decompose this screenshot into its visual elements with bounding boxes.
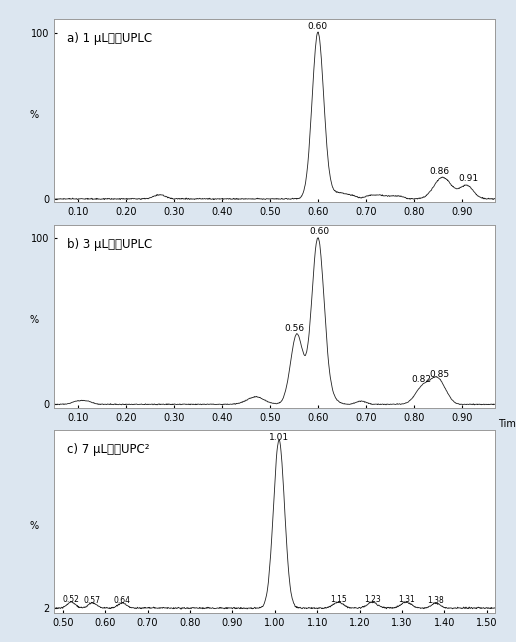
Text: 1.01: 1.01 xyxy=(269,433,289,442)
Text: 1.31: 1.31 xyxy=(398,595,415,604)
Text: 0.60: 0.60 xyxy=(308,22,328,31)
Text: Time: Time xyxy=(497,419,516,429)
Y-axis label: %: % xyxy=(30,315,39,325)
Text: 0.91: 0.91 xyxy=(458,174,478,183)
Text: 0.57: 0.57 xyxy=(84,596,101,605)
Y-axis label: %: % xyxy=(30,110,39,120)
Text: 0.86: 0.86 xyxy=(430,167,450,176)
Text: a) 1 μL进样UPLC: a) 1 μL进样UPLC xyxy=(68,32,153,45)
Text: 1.15: 1.15 xyxy=(330,595,347,604)
Text: b) 3 μL进样UPLC: b) 3 μL进样UPLC xyxy=(68,238,153,250)
Text: c) 7 μL进样UPC²: c) 7 μL进样UPC² xyxy=(68,443,150,456)
Text: 1.23: 1.23 xyxy=(364,595,381,604)
Y-axis label: %: % xyxy=(30,521,39,531)
Text: 1.38: 1.38 xyxy=(428,596,444,605)
Text: 0.64: 0.64 xyxy=(114,596,131,605)
Text: 0.56: 0.56 xyxy=(284,324,304,333)
Text: 0.82: 0.82 xyxy=(411,376,431,385)
Text: 0.52: 0.52 xyxy=(63,595,79,604)
Text: 0.60: 0.60 xyxy=(309,227,329,236)
Text: 0.85: 0.85 xyxy=(430,370,450,379)
